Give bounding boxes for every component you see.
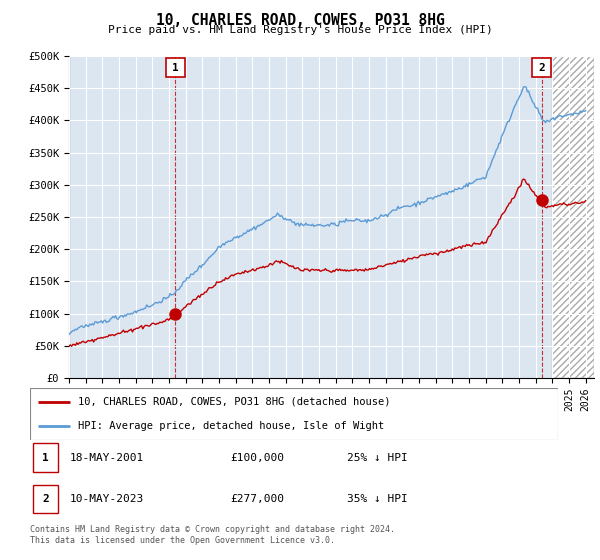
FancyBboxPatch shape xyxy=(32,485,58,514)
Text: 1: 1 xyxy=(172,63,179,73)
Text: 10, CHARLES ROAD, COWES, PO31 8HG: 10, CHARLES ROAD, COWES, PO31 8HG xyxy=(155,13,445,29)
FancyBboxPatch shape xyxy=(532,58,551,77)
FancyBboxPatch shape xyxy=(166,58,185,77)
Text: £277,000: £277,000 xyxy=(230,494,284,504)
Text: Price paid vs. HM Land Registry's House Price Index (HPI): Price paid vs. HM Land Registry's House … xyxy=(107,25,493,35)
Text: 10, CHARLES ROAD, COWES, PO31 8HG (detached house): 10, CHARLES ROAD, COWES, PO31 8HG (detac… xyxy=(77,397,390,407)
FancyBboxPatch shape xyxy=(30,388,558,440)
Text: Contains HM Land Registry data © Crown copyright and database right 2024.
This d: Contains HM Land Registry data © Crown c… xyxy=(30,525,395,545)
Text: 18-MAY-2001: 18-MAY-2001 xyxy=(70,452,144,463)
Text: 2: 2 xyxy=(42,494,49,504)
FancyBboxPatch shape xyxy=(32,443,58,472)
Text: £100,000: £100,000 xyxy=(230,452,284,463)
Text: 10-MAY-2023: 10-MAY-2023 xyxy=(70,494,144,504)
Text: 1: 1 xyxy=(42,452,49,463)
Text: 25% ↓ HPI: 25% ↓ HPI xyxy=(347,452,407,463)
Text: 2: 2 xyxy=(538,63,545,73)
Text: HPI: Average price, detached house, Isle of Wight: HPI: Average price, detached house, Isle… xyxy=(77,421,384,431)
Text: 35% ↓ HPI: 35% ↓ HPI xyxy=(347,494,407,504)
